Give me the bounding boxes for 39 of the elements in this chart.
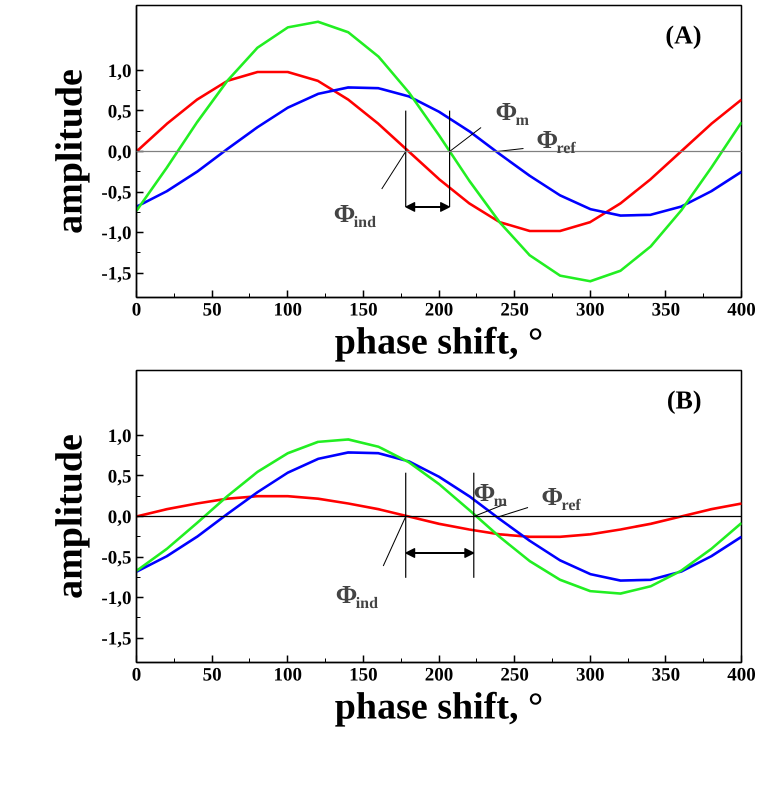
annotation: (B) — [666, 386, 702, 414]
x-tick-label: 0 — [132, 300, 142, 320]
x-tick-label: 250 — [500, 664, 529, 686]
x-tick-label: 300 — [576, 300, 604, 320]
line-series — [136, 20, 742, 283]
annotation: (A) — [665, 20, 702, 50]
x-tick-label: 150 — [349, 300, 378, 320]
line-series — [136, 451, 742, 582]
y-tick-label: 0,5 — [108, 101, 132, 122]
x-tick-label: 50 — [202, 664, 222, 686]
y-tick-label: -1,0 — [101, 588, 132, 610]
x-tick-label: 400 — [727, 300, 756, 320]
y-tick-label: 1,0 — [108, 60, 132, 82]
x-tick-label: 300 — [576, 664, 604, 686]
x-tick-label: 0 — [132, 664, 142, 686]
y-tick-label: -1,5 — [101, 264, 132, 285]
y-tick-label: 0,0 — [108, 507, 132, 528]
line-series — [136, 70, 742, 232]
y-tick-label: 0,5 — [108, 466, 132, 488]
y-tick-label: 1,0 — [108, 426, 132, 447]
y-tick-label: -1,0 — [101, 223, 132, 244]
y-axis-title: amplitude — [48, 434, 90, 599]
y-axis-title: amplitude — [48, 69, 90, 234]
x-tick-label: 50 — [202, 300, 222, 320]
y-tick-label: 0,0 — [108, 142, 132, 163]
x-tick-label: 200 — [424, 664, 454, 686]
y-tick-label: -0,5 — [101, 548, 132, 569]
x-axis-title: phase shift, ° — [334, 320, 544, 362]
x-tick-label: 200 — [424, 300, 454, 320]
y-tick-label: -1,5 — [101, 628, 132, 650]
x-tick-label: 100 — [274, 664, 302, 686]
y-tick-label: -0,5 — [101, 182, 132, 204]
x-tick-label: 150 — [349, 664, 378, 686]
x-tick-label: 350 — [652, 664, 680, 686]
x-axis-title: phase shift, ° — [334, 686, 544, 728]
x-tick-label: 250 — [500, 300, 529, 320]
x-tick-label: 100 — [274, 300, 302, 320]
x-tick-label: 350 — [652, 300, 680, 320]
x-tick-label: 400 — [727, 664, 756, 686]
